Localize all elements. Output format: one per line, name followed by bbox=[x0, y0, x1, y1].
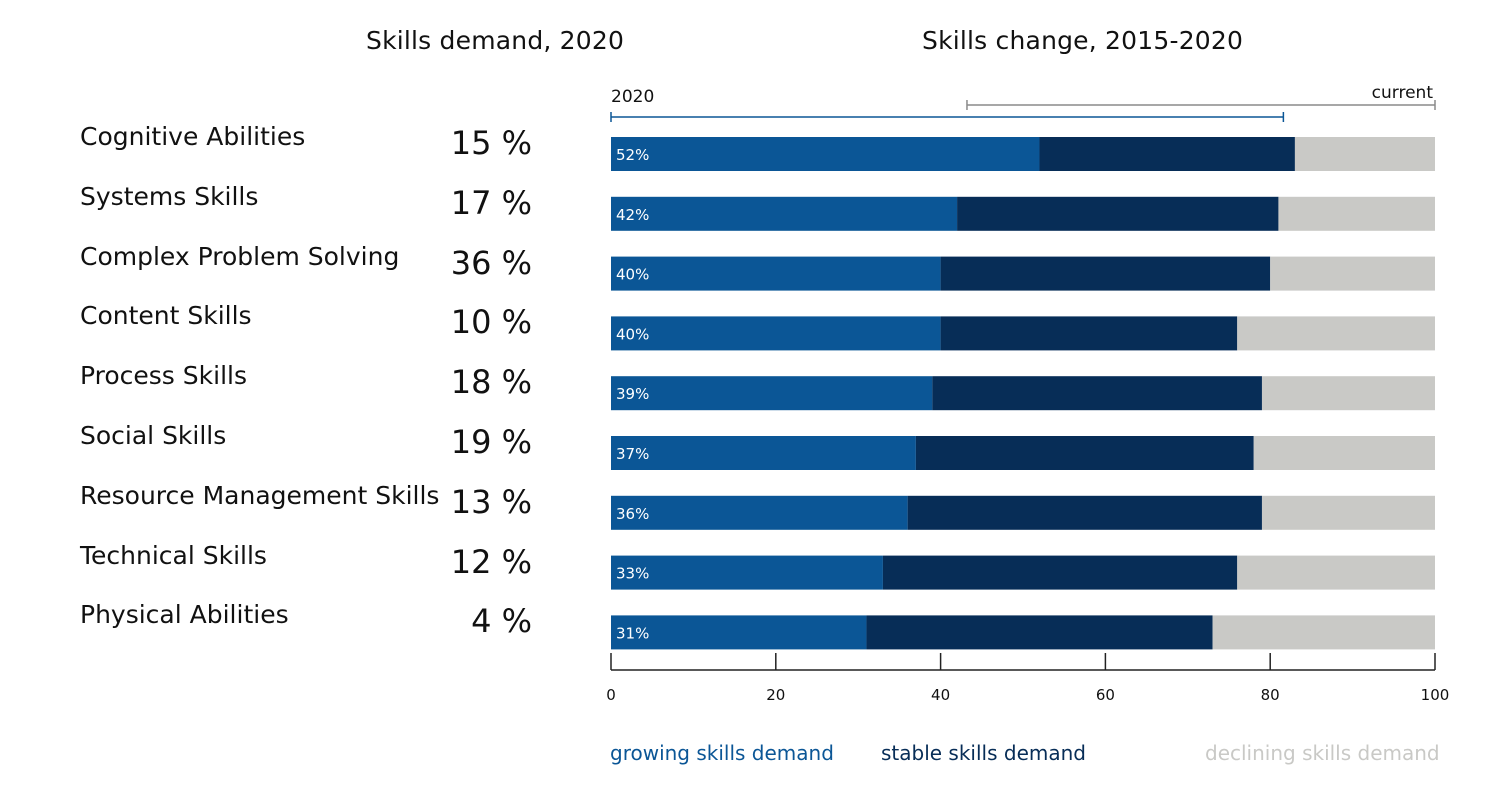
skill-row: Technical Skills 12 % bbox=[80, 541, 540, 601]
x-tick-label: 80 bbox=[1261, 686, 1280, 704]
skill-name: Resource Management Skills bbox=[80, 480, 440, 510]
bar-declining bbox=[1237, 555, 1435, 590]
skill-demand-value: 15 % bbox=[450, 124, 532, 162]
bar-declining bbox=[1212, 615, 1435, 650]
skill-name: Physical Abilities bbox=[80, 600, 289, 630]
bar-growing bbox=[611, 615, 867, 650]
skill-name: Cognitive Abilities bbox=[80, 122, 306, 151]
bar-stable bbox=[1039, 137, 1295, 171]
bar-stable bbox=[932, 376, 1262, 411]
skill-row: Complex Problem Solving 36 % bbox=[80, 242, 540, 302]
bar-stable bbox=[866, 615, 1213, 650]
skills-list: Cognitive Abilities 15 % Systems Skills 17 … bbox=[80, 122, 540, 660]
skill-name: Social Skills bbox=[80, 420, 227, 450]
bar-declining bbox=[1261, 495, 1435, 530]
bar-stable bbox=[915, 436, 1254, 470]
bar-stable bbox=[940, 316, 1238, 351]
bar-growing bbox=[611, 137, 1040, 171]
bar-stable bbox=[907, 495, 1262, 530]
skill-row: Physical Abilities 4 % bbox=[80, 600, 540, 660]
skill-name: Process Skills bbox=[80, 361, 247, 391]
skill-row: Content Skills 10 % bbox=[80, 301, 540, 361]
skill-name: Technical Skills bbox=[80, 540, 267, 570]
x-tick-label: 60 bbox=[1096, 686, 1115, 704]
x-tick-label: 20 bbox=[766, 686, 785, 704]
bar-value-label: 39% bbox=[616, 385, 649, 403]
bar-value-label: 40% bbox=[616, 266, 649, 284]
range-label-current: current bbox=[1372, 83, 1434, 103]
skill-row: Process Skills 18 % bbox=[80, 361, 540, 421]
skill-demand-value: 12 % bbox=[450, 542, 532, 581]
x-tick-label: 100 bbox=[1421, 686, 1450, 704]
bar-stable bbox=[940, 256, 1271, 291]
bar-value-label: 33% bbox=[616, 565, 649, 583]
bar-declining bbox=[1294, 137, 1435, 171]
skills-change-title: Skills change, 2015-2020 bbox=[922, 26, 1244, 55]
skill-demand-value: 10 % bbox=[450, 303, 532, 342]
skill-demand-value: 36 % bbox=[450, 243, 532, 282]
skill-row: Resource Management Skills 13 % bbox=[80, 481, 540, 541]
bar-value-label: 36% bbox=[616, 505, 649, 523]
bar-growing bbox=[611, 495, 908, 530]
bar-growing bbox=[611, 316, 941, 351]
bar-declining bbox=[1270, 256, 1435, 291]
skill-demand-value: 4 % bbox=[471, 602, 532, 641]
bar-value-label: 40% bbox=[616, 325, 649, 343]
range-label-2020: 2020 bbox=[611, 87, 654, 107]
bar-value-label: 37% bbox=[616, 445, 649, 463]
bar-declining bbox=[1237, 316, 1435, 351]
skill-name: Systems Skills bbox=[80, 181, 259, 211]
bar-declining bbox=[1253, 436, 1435, 470]
bar-growing bbox=[611, 256, 941, 291]
bar-stable bbox=[882, 555, 1238, 590]
skill-name: Content Skills bbox=[80, 301, 252, 331]
bar-value-label: 52% bbox=[616, 146, 649, 164]
bar-declining bbox=[1261, 376, 1435, 411]
skill-row: Social Skills 19 % bbox=[80, 421, 540, 481]
skill-demand-value: 17 % bbox=[450, 183, 532, 222]
skill-demand-value: 13 % bbox=[450, 482, 532, 521]
skill-row: Systems Skills 17 % bbox=[80, 182, 540, 242]
skill-row: Cognitive Abilities 15 % bbox=[80, 122, 540, 182]
bar-growing bbox=[611, 376, 933, 411]
bar-value-label: 42% bbox=[616, 206, 649, 224]
skills-demand-title: Skills demand, 2020 bbox=[366, 26, 625, 55]
bar-value-label: 31% bbox=[616, 624, 649, 642]
bar-growing bbox=[611, 196, 958, 231]
skill-demand-value: 18 % bbox=[450, 363, 532, 402]
skill-demand-value: 19 % bbox=[450, 422, 532, 461]
legend-declining: declining skills demand bbox=[1205, 741, 1440, 765]
bar-growing bbox=[611, 436, 916, 470]
skill-name: Complex Problem Solving bbox=[80, 241, 400, 271]
x-tick-label: 40 bbox=[931, 686, 950, 704]
legend-growing: growing skills demand bbox=[610, 741, 834, 765]
bar-stable bbox=[957, 196, 1279, 231]
bar-growing bbox=[611, 555, 883, 590]
x-tick-label: 0 bbox=[606, 686, 616, 704]
bar-declining bbox=[1278, 196, 1435, 231]
legend-stable: stable skills demand bbox=[881, 741, 1086, 765]
